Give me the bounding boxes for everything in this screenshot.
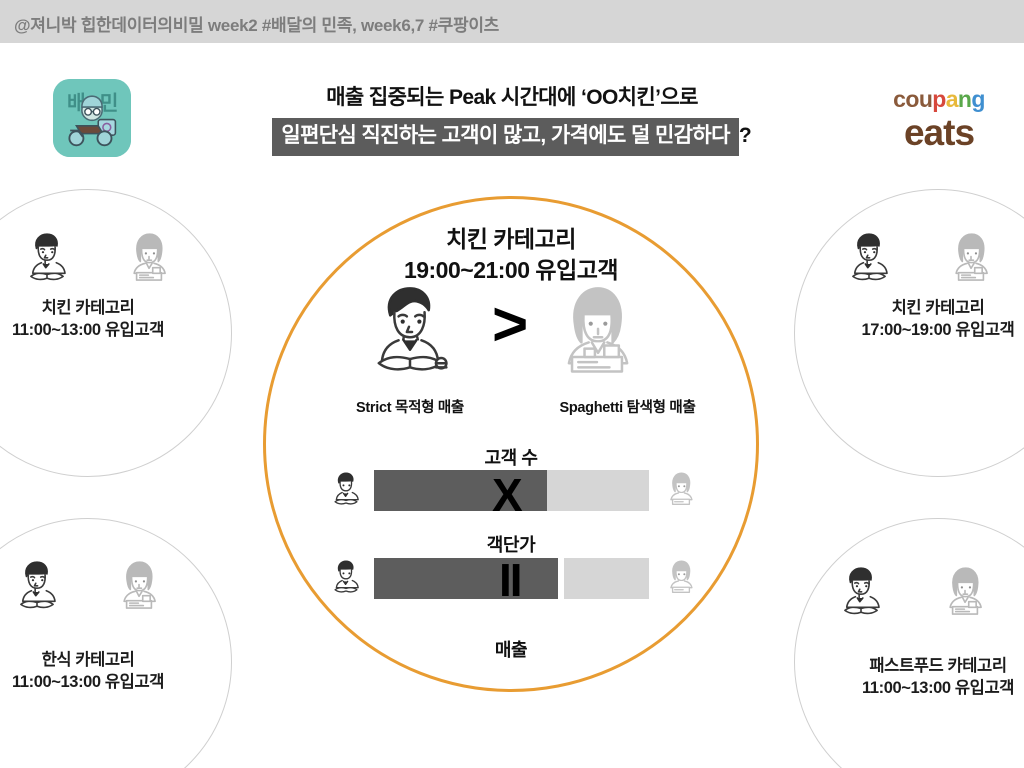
man-reading-icon (325, 556, 367, 600)
center-focus-circle (263, 196, 759, 692)
man-reading-icon (16, 228, 78, 290)
eats-wordmark: eats (903, 112, 975, 153)
result-label-revenue: 매출 (494, 640, 528, 660)
satellite-label-line2: 11:00~13:00 유입고객 (861, 678, 1015, 697)
woman-browsing-icon (660, 468, 702, 512)
satellite-label-line2: 11:00~13:00 유입고객 (11, 320, 165, 339)
headline-highlight: 일편단심 직진하는 고객이 많고, 가격에도 덜 민감하다 (272, 118, 739, 156)
comparison-row: > (340, 280, 690, 390)
baemin-app-icon: 배 민 (53, 79, 131, 157)
svg-text:민: 민 (100, 92, 119, 115)
greater-than-icon: > (492, 290, 529, 359)
woman-browsing-icon (118, 228, 180, 290)
headline-block: 매출 집중되는 Peak 시간대에 ‘OO치킨’으로 일편단심 직진하는 고객이… (0, 84, 1024, 156)
woman-browsing-icon (108, 556, 170, 618)
satellite-figures-bottom-right (830, 562, 996, 624)
satellite-circle-bottom-right (794, 518, 1024, 768)
center-title-line1: 치킨 카테고리 (446, 226, 576, 252)
satellite-label-line2: 17:00~19:00 유입고객 (861, 320, 1015, 339)
man-reading-icon (6, 556, 68, 618)
satellite-figures-bottom-left (6, 556, 170, 618)
woman-browsing-icon (545, 280, 649, 384)
satellite-label-bottom-left: 한식 카테고리 11:00~13:00 유입고객 (0, 650, 232, 694)
headline-line-2-wrap: 일편단심 직진하는 고객이 많고, 가격에도 덜 민감하다? (0, 118, 1024, 156)
coupang-eats-logo: coupang eats (884, 86, 994, 153)
metric-label-avg-price: 객단가 (486, 535, 536, 555)
woman-browsing-icon (940, 228, 1002, 290)
satellite-figures-top-right (838, 228, 1002, 290)
caption-spaghetti: Spaghetti 탐색형 매출 (559, 400, 696, 416)
metric-bar-row-customers: X (374, 470, 649, 518)
woman-browsing-icon (660, 556, 702, 600)
bar-light-customers (547, 470, 649, 511)
center-title-line2: 19:00~21:00 유입고객 (403, 257, 619, 284)
caption-strict: Strict 목적형 매출 (356, 400, 464, 416)
bar-dark-avg-price (374, 558, 559, 599)
equals-operator: II (499, 554, 523, 606)
coupang-wordmark: coupang (893, 86, 985, 112)
top-banner-bar: @져니박 힙한데이터의비밀 week2 #배달의 민족, week6,7 #쿠팡… (0, 0, 1024, 43)
satellite-label-line1: 치킨 카테고리 (891, 299, 985, 317)
headline-line-1: 매출 집중되는 Peak 시간대에 ‘OO치킨’으로 (326, 86, 698, 109)
bar-dark-customers (374, 470, 548, 511)
man-reading-icon (358, 280, 462, 384)
satellite-figures-top-left (16, 228, 180, 290)
multiply-operator: X (492, 469, 523, 521)
man-reading-icon (830, 562, 892, 624)
man-reading-icon (838, 228, 900, 290)
metric-label-customers: 고객 수 (484, 448, 538, 468)
bar-light-avg-price (563, 558, 649, 599)
satellite-label-bottom-right: 패스트푸드 카테고리 11:00~13:00 유입고객 (794, 656, 1024, 700)
satellite-label-line2: 11:00~13:00 유입고객 (11, 672, 165, 691)
center-title: 치킨 카테고리 19:00~21:00 유입고객 (263, 224, 759, 286)
satellite-label-top-right: 치킨 카테고리 17:00~19:00 유입고객 (794, 298, 1024, 342)
headline-question-mark: ? (738, 124, 752, 148)
satellite-circle-top-right (794, 189, 1024, 477)
svg-text:배: 배 (67, 92, 86, 115)
satellite-label-top-left: 치킨 카테고리 11:00~13:00 유입고객 (0, 298, 232, 342)
satellite-label-line1: 한식 카테고리 (41, 651, 135, 669)
woman-browsing-icon (934, 562, 996, 624)
satellite-label-line1: 치킨 카테고리 (41, 299, 135, 317)
top-banner-text: @져니박 힙한데이터의비밀 week2 #배달의 민족, week6,7 #쿠팡… (14, 16, 500, 35)
man-reading-icon (325, 468, 367, 512)
satellite-label-line1: 패스트푸드 카테고리 (869, 657, 1007, 675)
metric-bar-row-avg-price: II (374, 557, 649, 603)
